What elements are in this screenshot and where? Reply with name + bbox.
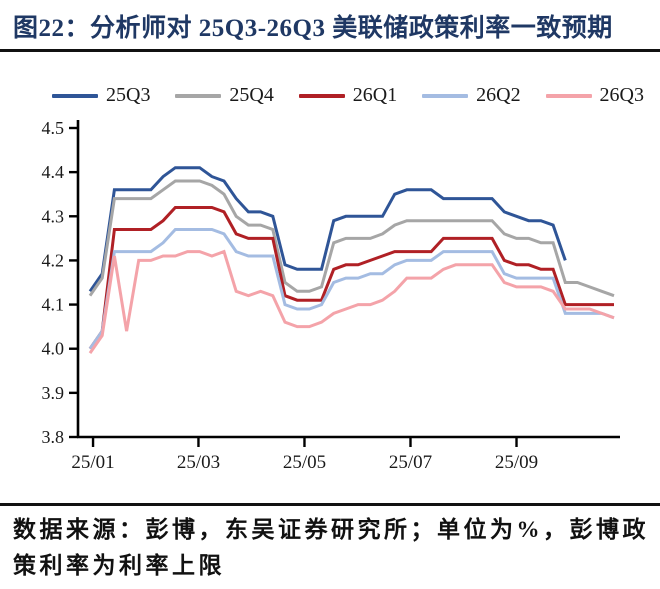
legend-line-swatch-26q2 [422,93,469,98]
legend-line-swatch-26q3 [545,93,592,98]
y-tick-label: 4.1 [42,295,65,315]
title-divider-line [0,49,660,52]
y-tick-label: 3.8 [42,427,65,447]
y-tick-label: 4.2 [42,250,65,270]
legend-item-25q3: 25Q3 [52,84,150,107]
series-line-26Q1 [88,206,614,350]
y-tick-label: 4.4 [42,162,65,182]
chart-title: 图22：分析师对 25Q3-26Q3 美联储政策利率一致预期 [13,15,613,42]
legend-label-25q4: 25Q4 [229,84,274,106]
data-source-note: 数据来源：彭博，东吴证券研究所；单位为%，彭博政策利率为利率上限 [13,517,649,578]
legend-item-26q2: 26Q2 [422,84,521,107]
series-line-25Q4 [88,179,615,298]
x-tick-label: 25/03 [177,452,220,472]
legend-line-swatch-25q4 [175,93,222,98]
legend-line-swatch-26q1 [298,93,345,98]
chart-legend: 25Q3 25Q4 26Q1 26Q2 26Q3 [52,84,644,107]
x-tick-label: 25/09 [495,452,538,472]
x-tick-label: 25/01 [71,452,114,472]
legend-item-25q4: 25Q4 [175,84,274,107]
legend-line-swatch-25q3 [52,93,98,98]
series-line-26Q3 [88,249,615,354]
legend-item-26q1: 26Q1 [298,84,398,107]
series-line-25Q3 [88,166,567,293]
y-tick-label: 4.5 [42,118,65,138]
legend-label-26q1: 26Q1 [352,84,398,106]
legend-label-26q2: 26Q2 [476,84,521,106]
y-tick-label: 4.0 [42,339,65,359]
x-tick-label: 25/05 [283,452,326,472]
y-tick-label: 3.9 [42,383,65,403]
y-tick-label: 4.3 [42,206,65,226]
series-line-26Q2 [88,228,615,350]
rate-forecast-line-chart: 4.5 4.4 4.3 4.2 4.1 4.0 3.9 3.8 25/01 25/03 25/05 2… [42,118,620,472]
x-tick-label: 25/07 [389,452,432,472]
legend-label-26q3: 26Q3 [599,84,644,106]
legend-label-25q3: 25Q3 [106,84,151,106]
legend-item-26q3: 26Q3 [545,84,644,107]
footer-divider-line [0,503,660,506]
